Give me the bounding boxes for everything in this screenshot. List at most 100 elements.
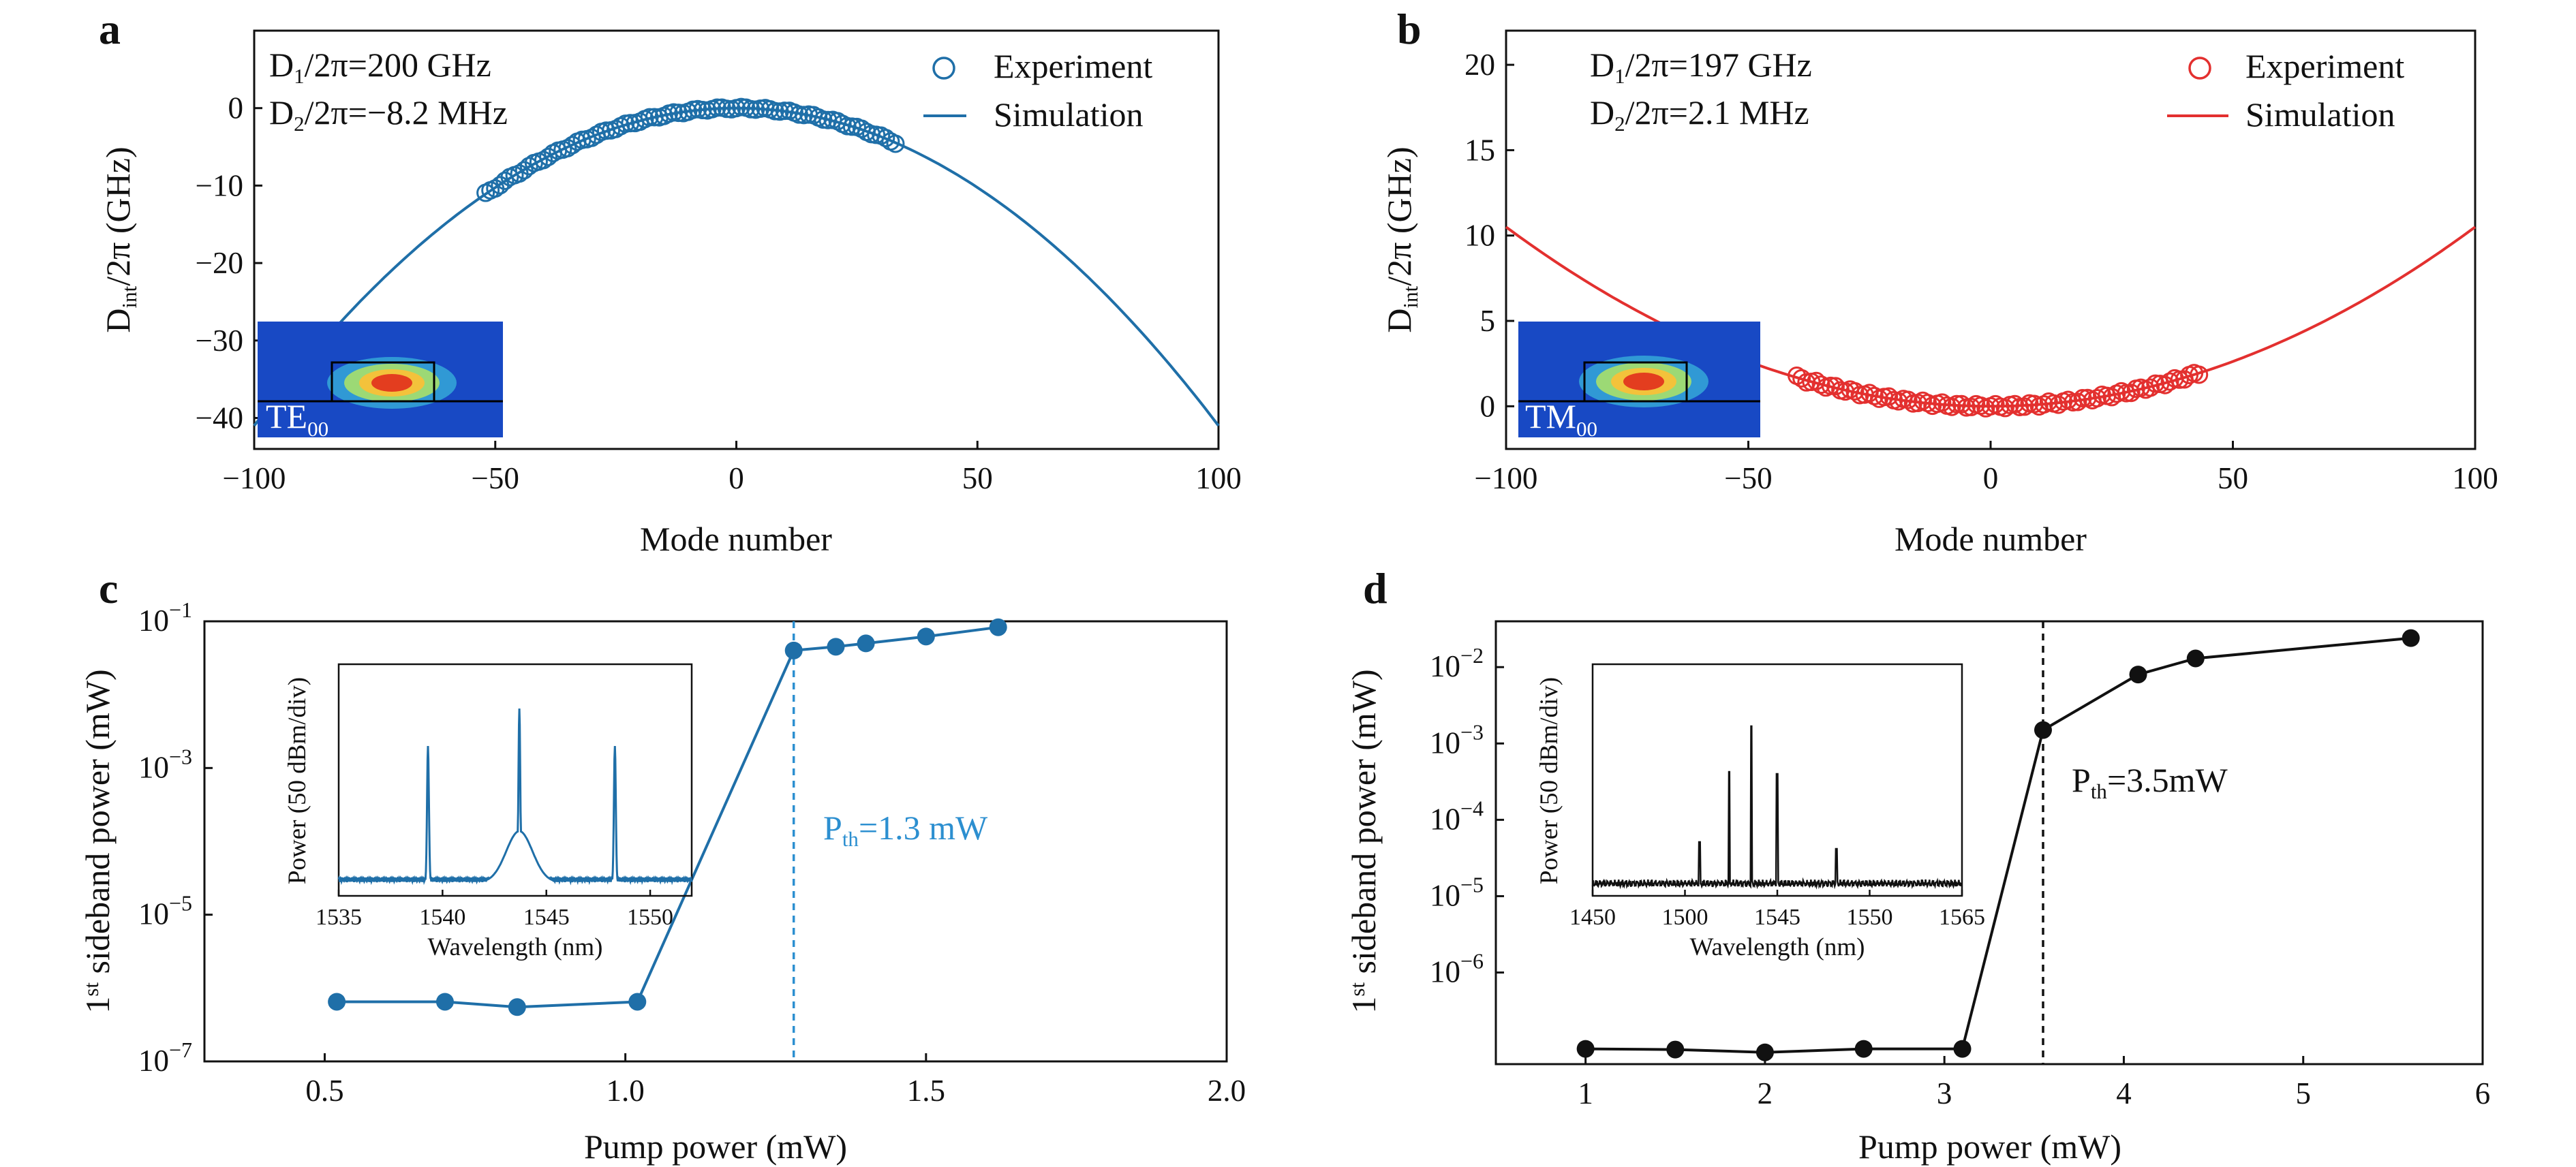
panel-d-inset-y-label: Power (50 dBm/div): [1535, 677, 1563, 884]
panel-d-data-line: [1585, 636, 2411, 1054]
c-y-tick-label: 10−1: [138, 597, 192, 638]
b-experiment-point: [2160, 372, 2179, 391]
d-data-point: [2186, 649, 2205, 668]
panel-d-data-points: [1576, 629, 2420, 1061]
panel-c-data-points: [328, 618, 1007, 1016]
c-inset-x-tick-label: 1550: [627, 905, 673, 930]
d-x-tick-label: 1: [1578, 1076, 1593, 1110]
panel-c-inset-frame: [337, 663, 693, 897]
panel-d-inset-x-label: Wavelength (nm): [1690, 933, 1865, 961]
panel-b-x-label: Mode number: [1895, 520, 2087, 558]
c-x-tick-label: 1.5: [907, 1074, 945, 1108]
svg-text:TM00: TM00: [1525, 397, 1597, 441]
c-inset-x-tick-label: 1535: [316, 905, 362, 930]
d-inset-x-tick-label: 1500: [1662, 905, 1708, 930]
panel-c-inset-x-ticks: 1535 1540 1545 1550: [316, 890, 673, 930]
d-data-point: [2402, 629, 2420, 647]
d-y-tick-label: 10−2: [1430, 643, 1484, 683]
c-data-point: [857, 634, 875, 653]
b-x-tick-label: 100: [2452, 461, 2498, 495]
panel-d-x-label: Pump power (mW): [1858, 1127, 2121, 1166]
panel-a-mode-inset: TE00: [258, 322, 503, 441]
b-experiment-point: [1952, 394, 1971, 414]
c-inset-x-tick-label: 1545: [523, 905, 570, 930]
d-inset-x-tick-label: 1565: [1939, 905, 1985, 930]
a-x-tick-label: −100: [223, 461, 286, 495]
c-data-point: [508, 998, 526, 1016]
c-x-tick-label: 0.5: [305, 1074, 343, 1108]
c-data-point: [784, 641, 803, 659]
panel-c-frame: [203, 620, 1228, 1063]
panel-b-mode-label: TM: [1525, 397, 1576, 435]
panel-b-d1-annotation: D1/2π=197 GHz: [1590, 46, 1812, 88]
d-inset-x-tick-label: 1550: [1847, 905, 1893, 930]
panel-a-legend-marker: [932, 57, 955, 80]
panel-d-y-label: 1st sideband power (mW): [1345, 669, 1383, 1013]
b-experiment-point: [2073, 389, 2092, 408]
panel-c-inset-x-label: Wavelength (nm): [428, 933, 603, 961]
panel-a-legend-simulation: Simulation: [994, 95, 1143, 134]
b-experiment-point: [1933, 393, 1952, 412]
d-x-tick-label: 6: [2475, 1076, 2491, 1110]
a-x-tick-label: 100: [1195, 461, 1242, 495]
d-x-tick-label: 3: [1937, 1076, 1952, 1110]
panel-a-legend: Experiment Simulation: [923, 47, 1152, 134]
d-y-tick-label: 10−6: [1430, 949, 1484, 989]
panel-a-mode-label: TE: [266, 397, 307, 435]
panel-c-y-label: 1st sideband power (mW): [78, 669, 117, 1013]
d-data-point: [2129, 666, 2147, 684]
panel-c-y-ticks: 10−1 10−3 10−5 10−7: [138, 597, 213, 1078]
panel-d-letter: d: [1363, 564, 1387, 612]
panel-c-inset-spectrum: [337, 708, 693, 886]
a-experiment-point: [876, 129, 895, 148]
d-data-point: [1854, 1040, 1873, 1058]
d-data-point: [1755, 1043, 1774, 1061]
d-y-tick-label: 10−3: [1430, 719, 1484, 760]
c-data-point: [435, 993, 454, 1011]
panel-c: c 0.5 1.0 1.5 2.0 10−1 10−3 10−5 10−7 Pth=1.3 …: [78, 564, 1246, 1166]
panel-b-y-ticks: 0 5 10 15 20: [1465, 48, 1514, 423]
b-experiment-point: [2141, 378, 2160, 397]
c-y-tick-label: 10−5: [138, 891, 192, 931]
a-experiment-point: [558, 139, 577, 158]
d-inset-x-tick-label: 1545: [1754, 905, 1800, 930]
a-experiment-point: [495, 171, 515, 190]
d-inset-x-tick-label: 1450: [1569, 905, 1616, 930]
panel-b-legend-marker: [2188, 57, 2211, 80]
c-data-point: [989, 618, 1007, 636]
panel-b-d2-annotation: D2/2π=2.1 MHz: [1590, 93, 1809, 136]
b-x-tick-label: −50: [1724, 461, 1772, 495]
b-experiment-point: [2049, 395, 2068, 414]
panel-c-x-ticks: 0.5 1.0 1.5 2.0: [305, 1053, 1246, 1108]
d-x-tick-label: 4: [2116, 1076, 2132, 1110]
panel-a-d2-annotation: D2/2π=−8.2 MHz: [269, 93, 508, 136]
a-y-tick-label: −30: [196, 324, 243, 358]
panel-a-x-label: Mode number: [640, 520, 832, 558]
panel-d-frame: [1494, 620, 2484, 1065]
b-y-tick-label: 0: [1480, 389, 1496, 423]
panel-b-x-ticks: −100 −50 0 50 100: [1475, 441, 2498, 495]
a-x-tick-label: 0: [729, 461, 744, 495]
c-data-point: [917, 627, 935, 646]
panel-d-threshold-label: Pth=3.5mW: [2072, 761, 2228, 803]
b-experiment-point: [1792, 369, 1811, 388]
a-experiment-point: [539, 147, 558, 166]
b-experiment-point: [2121, 384, 2141, 403]
c-data-point: [827, 638, 845, 656]
panel-d-x-ticks: 1 2 3 4 5 6: [1578, 1056, 2490, 1110]
panel-b-legend-simulation: Simulation: [2245, 95, 2395, 134]
b-experiment-point: [1845, 382, 1865, 401]
panel-d-inset-spectrum: [1591, 725, 1963, 890]
panel-a-simulation-line: [253, 106, 1220, 427]
a-y-tick-label: −20: [196, 246, 243, 280]
panel-a-y-ticks: 0 −10 −20 −30 −40: [196, 91, 262, 435]
b-x-tick-label: 0: [1983, 461, 1999, 495]
svg-text:TE00: TE00: [266, 397, 328, 441]
b-experiment-point: [1880, 387, 1899, 406]
a-x-tick-label: −50: [472, 461, 519, 495]
a-y-tick-label: −10: [196, 168, 243, 202]
c-x-tick-label: 2.0: [1208, 1074, 1246, 1108]
d-y-tick-label: 10−4: [1430, 796, 1484, 836]
